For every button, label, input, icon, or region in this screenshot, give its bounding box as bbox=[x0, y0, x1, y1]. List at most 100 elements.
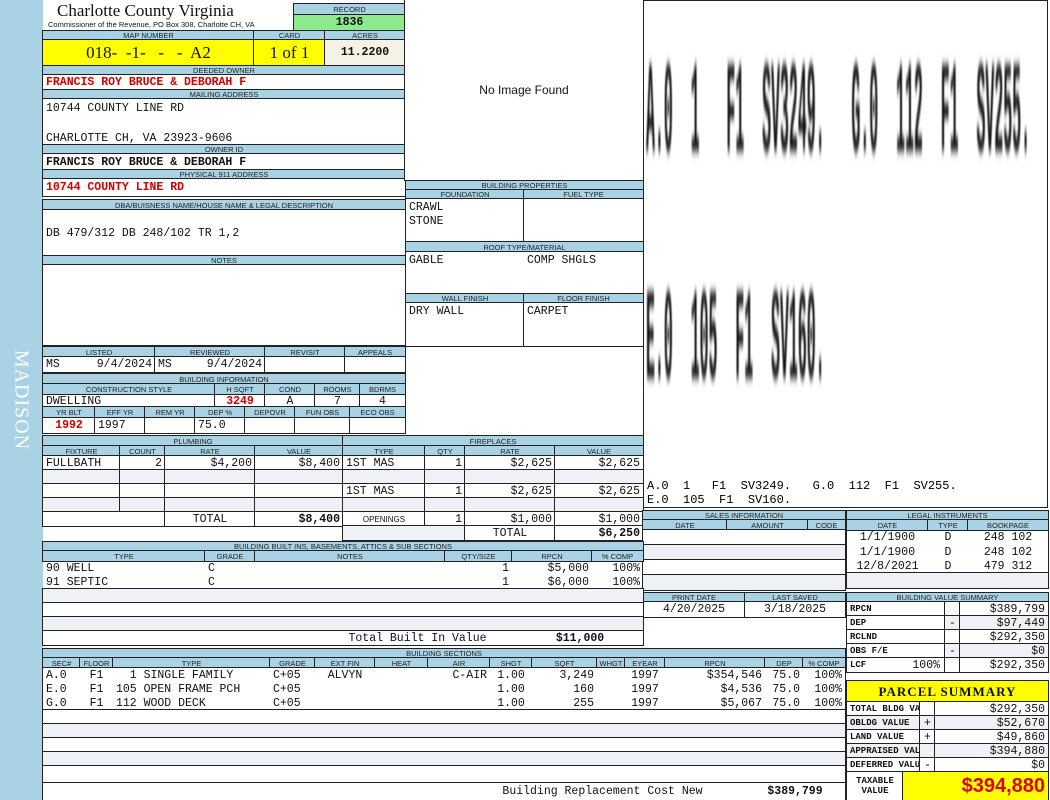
fireplaces-headers-3: VALUE bbox=[554, 445, 644, 457]
sections-rows-1-9 bbox=[597, 682, 625, 696]
building-info-headers1-1: H SQFT bbox=[214, 383, 266, 396]
building-info-values2-3: 75.0 bbox=[194, 417, 246, 434]
sections-headers-2: TYPE bbox=[112, 657, 271, 669]
built-ins-rows-0-3: 1 bbox=[502, 561, 509, 575]
owner-physical-label: PHYSICAL 911 ADDRESS bbox=[42, 169, 406, 180]
sections-headers-8: SQFT bbox=[531, 657, 598, 669]
sales-title: SALES INFORMATION bbox=[642, 510, 846, 521]
value-summary-title: BUILDING VALUE SUMMARY bbox=[846, 592, 1049, 603]
empty-cell bbox=[42, 751, 846, 767]
review-headers-0: LISTED bbox=[42, 346, 156, 358]
empty-cell bbox=[42, 356, 156, 373]
value-summary-rows-0-value: $389,799 bbox=[959, 601, 1049, 617]
building-info-headers1-2: COND bbox=[264, 383, 316, 396]
sections-headers-11: RPCN bbox=[664, 657, 766, 669]
built-ins-rows-0-0: 90 WELL bbox=[46, 561, 95, 575]
parcel-rows-0-label: TOTAL BLDG VALUE bbox=[846, 701, 921, 717]
sections-rows-1-4 bbox=[315, 682, 375, 696]
plumbing-rows-0-1: 2 bbox=[119, 455, 166, 471]
sketch-legend-line: E.0 105 F1 SV160. bbox=[647, 493, 792, 507]
empty-cell bbox=[42, 616, 644, 632]
building-info-values1-2: A bbox=[264, 394, 316, 408]
parcel-rows-0-sign bbox=[919, 701, 936, 717]
empty-cell bbox=[344, 356, 406, 373]
value-summary-rows-4-label: LCF bbox=[846, 657, 946, 673]
parcel-rows-2-label: LAND VALUE bbox=[846, 729, 921, 745]
sections-rows-2-5 bbox=[375, 696, 428, 710]
value-summary-rows-2-label: RCLND bbox=[846, 629, 946, 645]
value-summary-rows-0-pct bbox=[880, 602, 943, 616]
header-record-label: RECORD bbox=[293, 3, 406, 16]
sections-rows-1-10: 1997 bbox=[631, 682, 659, 696]
plumbing-rows-0-3: $8,400 bbox=[254, 455, 344, 471]
fireplaces-rows-0-1: 1 bbox=[424, 455, 466, 471]
value-summary-rows-1-label: DEP bbox=[846, 615, 946, 631]
sections-rows-1-5 bbox=[375, 682, 428, 696]
empty-cell bbox=[164, 469, 256, 485]
value-summary-rows-1-pct bbox=[880, 616, 943, 630]
plumbing-rows-0-0: FULLBATH bbox=[42, 455, 121, 471]
header-acres: 11.2200 bbox=[324, 39, 406, 66]
owner-deeded: FRANCIS ROY BRUCE & DEBORAH F bbox=[42, 74, 406, 91]
empty-cell bbox=[42, 765, 846, 784]
built-ins-headers-3: QTY/SIZE bbox=[444, 550, 513, 562]
built-ins-rows-1-2 bbox=[255, 575, 445, 589]
legal-title: LEGAL INSTRUMENTS bbox=[846, 510, 1049, 521]
fireplaces-rows-1-0: 1ST MAS bbox=[342, 483, 426, 499]
sections-rows-1-13: 100% bbox=[814, 682, 842, 696]
parcel-rows-2-sign: + bbox=[919, 729, 936, 745]
empty-cell bbox=[342, 497, 426, 513]
empty-cell bbox=[523, 198, 644, 243]
built-ins-total: $11,000 bbox=[555, 631, 605, 645]
fireplaces-headers-0: TYPE bbox=[342, 445, 426, 457]
fireplaces-headers-2: RATE bbox=[464, 445, 556, 457]
building-properties-roof-label: ROOF TYPE/MATERIAL bbox=[405, 241, 644, 253]
sections-rows-2-11: $5,067 bbox=[720, 696, 762, 710]
owner-physical: 10744 COUNTY LINE RD bbox=[42, 178, 406, 197]
building-info-headers2-4: DEPOVR bbox=[244, 406, 296, 419]
building-info-headers2-1: EFF YR bbox=[94, 406, 146, 419]
sections-headers-0: SEC# bbox=[42, 657, 81, 669]
sections-title: BUILDING SECTIONS bbox=[42, 648, 846, 659]
owner-dba-label: DBA/BUISNESS NAME/HOUSE NAME & LEGAL DES… bbox=[42, 199, 406, 211]
value-summary-rows-2-sign bbox=[944, 629, 961, 645]
sections-headers-7: SHGT bbox=[489, 657, 533, 669]
empty-cell bbox=[424, 497, 466, 513]
legal-rows-2-0: 12/8/2021 bbox=[856, 559, 919, 573]
legal-rows-2-1: D bbox=[944, 559, 952, 573]
empty-cell bbox=[554, 497, 644, 513]
value-summary-rows-4-sign bbox=[944, 657, 961, 673]
review-headers-1: REVIEWED bbox=[154, 346, 266, 358]
empty-cell bbox=[42, 497, 121, 513]
parcel-title: PARCEL SUMMARY bbox=[846, 680, 1049, 703]
empty-cell bbox=[254, 483, 344, 499]
legal-rows-1-0: 1/1/1900 bbox=[859, 545, 916, 559]
empty-cell bbox=[405, 198, 525, 243]
value-summary-rows-2-value: $292,350 bbox=[959, 629, 1049, 645]
sections-headers-12: DEP bbox=[764, 657, 804, 669]
owner-dba: DB 479/312 DB 248/102 TR 1,2 bbox=[42, 209, 406, 257]
building-info-values2-6 bbox=[349, 417, 406, 434]
review-listed: 9/4/2024 bbox=[96, 358, 152, 371]
built-ins-headers-0: TYPE bbox=[42, 550, 206, 562]
district-sidebar: MADISON bbox=[0, 0, 43, 800]
empty-cell bbox=[119, 497, 166, 513]
header-map-number-label: MAP NUMBER bbox=[42, 30, 255, 41]
sales-headers-2: CODE bbox=[807, 519, 846, 531]
empty-cell bbox=[405, 251, 644, 295]
dates-print-label: PRINT DATE bbox=[642, 592, 746, 603]
sections-rows-0-5 bbox=[375, 668, 428, 682]
sections-headers-6: AIR bbox=[427, 657, 491, 669]
parcel-rows-4-sign: - bbox=[919, 757, 936, 773]
owner-deeded-label: DEEDED OWNER bbox=[42, 65, 406, 76]
fireplaces-rows-1-3: $2,625 bbox=[554, 483, 644, 499]
sections-rows-0-7: 1.00 bbox=[497, 668, 525, 682]
header-card-label: CARD bbox=[253, 30, 326, 41]
parcel-rows-2-value: $49,860 bbox=[934, 729, 1049, 745]
empty-cell bbox=[554, 469, 644, 485]
dates-saved-label: LAST SAVED bbox=[744, 592, 846, 603]
built-ins-headers-1: GRADE bbox=[204, 550, 256, 562]
building-info-values2-4 bbox=[244, 417, 296, 434]
built-ins-total-label: Total Built In Value bbox=[348, 631, 487, 645]
sections-rows-0-3: C+05 bbox=[273, 668, 301, 682]
